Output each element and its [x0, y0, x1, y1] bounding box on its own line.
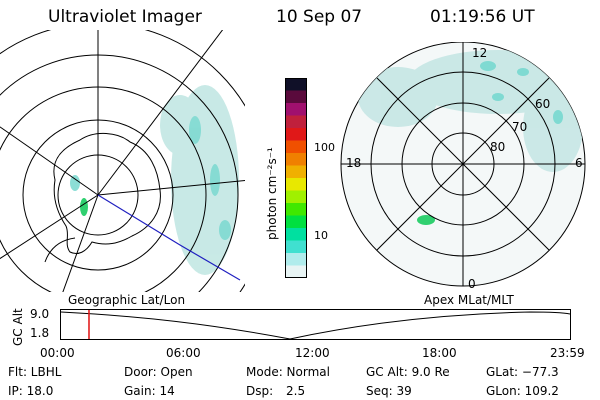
- timeline-plot: [60, 309, 571, 340]
- colorbar-segment: [285, 78, 307, 91]
- aurora-spot-right: [417, 215, 435, 225]
- colorbar-segment: [285, 103, 307, 116]
- colorbar-segment: [285, 240, 307, 254]
- colorbar-segment: [285, 153, 307, 166]
- timeline-xtick-0000: 00:00: [40, 346, 75, 360]
- timeline-xtick-1200: 12:00: [295, 346, 330, 360]
- timeline-xtick-1800: 18:00: [422, 346, 457, 360]
- aurora-emission-right: [358, 50, 585, 172]
- date-label: 10 Sep 07: [276, 7, 363, 27]
- colorbar-segment: [285, 203, 307, 216]
- mlt-label-0: 0: [468, 277, 476, 291]
- geographic-label: Geographic Lat/Lon: [68, 293, 186, 307]
- instrument-title: Ultraviolet Imager: [48, 7, 202, 27]
- info-glon: GLon: 109.2: [486, 384, 559, 398]
- info-ip: IP: 18.0: [8, 384, 54, 398]
- timeline-ytick-low: 1.8: [30, 326, 50, 340]
- timeline-xtick-0600: 06:00: [166, 346, 201, 360]
- info-dsp-value: 2.5: [286, 384, 306, 398]
- mlt-grid: [341, 42, 585, 286]
- colorbar-tick-100: 100: [314, 141, 335, 154]
- colorbar-segment: [285, 90, 307, 104]
- colorbar-segment: [285, 128, 307, 141]
- colorbar-segment: [285, 140, 307, 154]
- mlat-label-60: 60: [535, 97, 551, 111]
- colorbar-segment: [285, 165, 307, 179]
- aurora-spot-left: [80, 198, 88, 216]
- colorbar-segment: [285, 215, 307, 229]
- info-dsp-label: Dsp:: [246, 384, 274, 398]
- info-glat: GLat: −77.3: [486, 365, 559, 379]
- satellite-track: [97, 194, 241, 281]
- colorbar: [285, 78, 307, 278]
- time-label: 01:19:56 UT: [430, 7, 535, 27]
- timeline-frame: [60, 309, 571, 340]
- antarctica-outline: [53, 133, 161, 255]
- info-mode: Mode: Normal: [246, 365, 330, 379]
- apex-label: Apex MLat/MLT: [424, 293, 514, 307]
- colorbar-segment: [285, 190, 307, 204]
- colorbar-frame: [285, 78, 307, 278]
- mlt-label-12: 12: [472, 46, 488, 60]
- geographic-map: [0, 30, 245, 292]
- longitude-grid: [0, 30, 245, 292]
- peninsula-outline: [44, 237, 76, 263]
- colorbar-segment: [285, 253, 307, 266]
- timeline-ylabel: GC Alt: [11, 308, 25, 346]
- timeline-xtick-2359: 23:59: [550, 346, 585, 360]
- colorbar-segment: [285, 265, 307, 278]
- aurora-bright-right: [480, 61, 563, 124]
- timeline-ytick-high: 9.0: [30, 307, 50, 321]
- info-door: Door: Open: [124, 365, 193, 379]
- info-gc-alt: GC Alt: 9.0 Re: [366, 365, 450, 379]
- info-filter: Flt: LBHL: [8, 365, 62, 379]
- aurora-bright-left: [70, 116, 231, 240]
- colorbar-segment: [285, 228, 307, 241]
- altitude-curve: [60, 311, 571, 340]
- timeline-ylabel-text: GC Alt: [11, 308, 25, 346]
- mlat-label-80: 80: [490, 140, 506, 154]
- info-seq: Seq: 39: [366, 384, 412, 398]
- colorbar-segment: [285, 178, 307, 191]
- mlat-label-70: 70: [512, 120, 528, 134]
- colorbar-label: photon cm⁻²s⁻¹: [265, 147, 279, 240]
- colorbar-segment: [285, 115, 307, 129]
- mlt-label-18: 18: [346, 156, 362, 170]
- mlt-label-6: 6: [575, 156, 583, 170]
- colorbar-axis-label: photon cm⁻²s⁻¹: [265, 147, 279, 240]
- info-gain: Gain: 14: [124, 384, 175, 398]
- colorbar-tick-10: 10: [314, 229, 328, 242]
- apex-polar-plot: [340, 42, 586, 287]
